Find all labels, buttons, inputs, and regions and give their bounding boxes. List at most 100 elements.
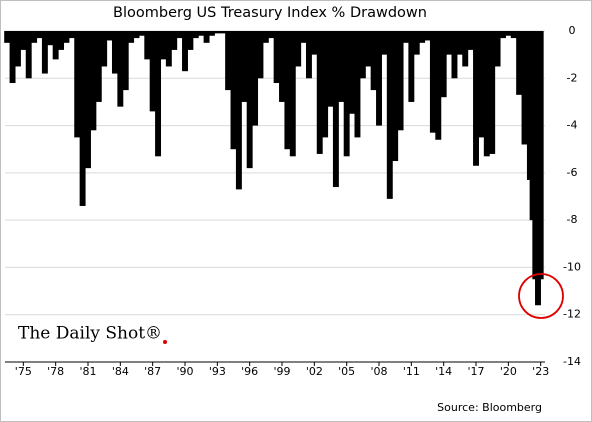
x-tick-label: '08 xyxy=(370,365,387,378)
bar xyxy=(311,31,318,55)
bar xyxy=(208,31,215,36)
bar xyxy=(41,31,48,74)
bar xyxy=(386,31,393,199)
x-tick-label: '84 xyxy=(112,365,129,378)
x-tick-label: '02 xyxy=(306,365,323,378)
bar xyxy=(262,31,269,43)
bar xyxy=(521,31,528,145)
bar xyxy=(257,31,264,79)
bar xyxy=(295,31,302,67)
bar xyxy=(467,31,474,50)
bar xyxy=(489,31,496,154)
bar xyxy=(402,31,409,43)
logo-dot xyxy=(163,340,167,344)
bar xyxy=(349,31,356,114)
bar xyxy=(155,31,162,157)
bar xyxy=(198,31,205,36)
bar xyxy=(68,31,75,39)
x-tick-label: '11 xyxy=(403,365,420,378)
y-tick-label: -8 xyxy=(567,213,578,226)
bar xyxy=(500,31,506,39)
bar xyxy=(31,31,38,43)
bar xyxy=(160,31,167,60)
bar xyxy=(63,31,70,43)
bar xyxy=(332,31,339,188)
bar xyxy=(424,31,431,41)
bar xyxy=(429,31,436,133)
bar xyxy=(58,31,65,50)
bar xyxy=(176,31,183,39)
bar xyxy=(397,31,404,131)
bar xyxy=(440,31,447,98)
bar xyxy=(9,31,16,84)
bar xyxy=(316,31,323,154)
bar xyxy=(149,31,156,112)
bar xyxy=(203,31,210,43)
y-tick-label: -4 xyxy=(567,119,578,132)
bar xyxy=(343,31,350,157)
bar xyxy=(192,31,199,39)
bar xyxy=(494,31,501,67)
bar xyxy=(338,31,345,102)
bar xyxy=(235,31,242,190)
bar xyxy=(505,31,512,36)
bar xyxy=(376,31,382,126)
bar xyxy=(106,31,113,41)
bar xyxy=(225,31,232,91)
bar xyxy=(322,31,329,138)
x-tick-label: '87 xyxy=(144,365,161,378)
bar xyxy=(85,31,91,169)
bar xyxy=(36,31,43,39)
bar xyxy=(300,31,307,43)
y-tick-label: -14 xyxy=(563,355,581,368)
bar xyxy=(435,31,442,140)
bar xyxy=(101,31,108,67)
x-tick-label: '75 xyxy=(15,365,32,378)
bar xyxy=(90,31,97,131)
bar xyxy=(284,31,291,150)
x-tick-label: '20 xyxy=(500,365,517,378)
bar xyxy=(20,31,27,50)
bar xyxy=(122,31,129,91)
y-tick-label: -12 xyxy=(563,308,581,321)
bar xyxy=(483,31,490,157)
bar xyxy=(268,31,275,39)
y-tick-label: -2 xyxy=(567,71,578,84)
bar xyxy=(171,31,178,50)
bar xyxy=(214,31,221,34)
bar xyxy=(4,31,11,43)
source: Source: Bloomberg xyxy=(437,401,542,414)
bar xyxy=(370,31,377,91)
bar xyxy=(381,31,388,55)
bar xyxy=(241,31,248,102)
bar xyxy=(359,31,366,79)
bar xyxy=(117,31,124,107)
x-tick-label: '14 xyxy=(435,365,452,378)
bar xyxy=(446,31,453,55)
bar xyxy=(230,31,237,150)
x-tick-label: '90 xyxy=(176,365,193,378)
bar xyxy=(273,31,280,84)
chart-title: Bloomberg US Treasury Index % Drawdown xyxy=(113,5,427,21)
bar xyxy=(516,31,523,95)
bar xyxy=(305,31,312,79)
bar xyxy=(47,31,54,46)
bar xyxy=(289,31,296,157)
bar xyxy=(14,31,21,67)
bar xyxy=(392,31,399,162)
bar xyxy=(478,31,485,138)
bar xyxy=(413,31,420,55)
bar xyxy=(128,31,135,43)
x-tick-label: '81 xyxy=(79,365,96,378)
x-tick-label: '05 xyxy=(338,365,355,378)
bar xyxy=(133,31,140,39)
bar xyxy=(219,31,226,34)
bar xyxy=(79,31,86,206)
bar xyxy=(419,31,426,43)
x-tick-label: '99 xyxy=(273,365,290,378)
bar xyxy=(456,31,463,55)
bar xyxy=(95,31,102,102)
x-tick-label: '23 xyxy=(532,365,549,378)
bar xyxy=(327,31,334,107)
